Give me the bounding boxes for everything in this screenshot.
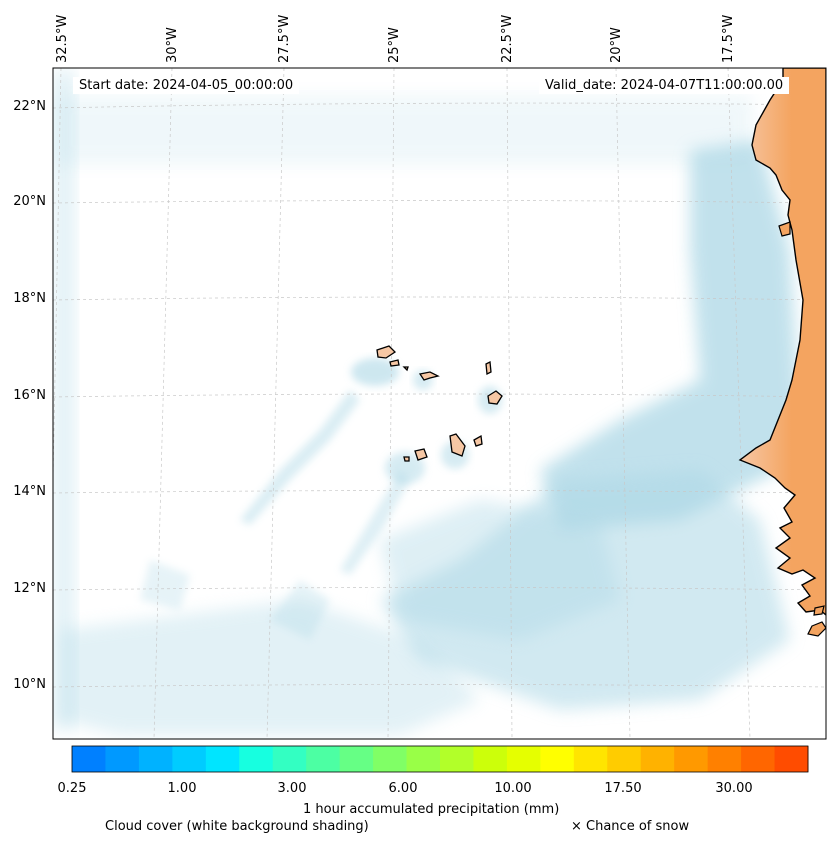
colorbar-block	[707, 746, 742, 772]
colorbar-tick-label: 6.00	[388, 781, 418, 796]
coast-islet	[807, 621, 826, 637]
longitude-label: 25°W	[387, 27, 402, 63]
coast-islet	[778, 221, 791, 237]
snow-legend: × Chance of snow	[571, 819, 690, 834]
longitude-label: 30°W	[165, 27, 180, 63]
cape-verde-islands	[376, 345, 503, 462]
colorbar-block	[339, 746, 374, 772]
longitude-label: 22.5°W	[500, 14, 515, 63]
map-frame	[52, 67, 827, 740]
colorbar-block	[306, 746, 341, 772]
african-coastline	[738, 68, 826, 616]
colorbar-tick-label: 3.00	[277, 781, 307, 796]
colorbar-block	[205, 746, 240, 772]
colorbar-block	[506, 746, 541, 772]
island-boa-vista	[487, 390, 503, 405]
colorbar-block	[607, 746, 642, 772]
valid-date-label: Valid_date: 2024-04-07T11:00:00.00	[539, 77, 790, 94]
latitude-label: 18°N	[13, 291, 46, 306]
cloud-cover-legend: Cloud cover (white background shading)	[105, 819, 369, 834]
colorbar-block	[272, 746, 307, 772]
graticule	[53, 68, 826, 739]
coast-islet	[813, 605, 825, 616]
colorbar-block	[774, 746, 809, 772]
island-santiago	[449, 433, 466, 457]
longitude-label: 27.5°W	[277, 14, 292, 63]
colorbar-block	[138, 746, 173, 772]
colorbar-block	[540, 746, 575, 772]
longitude-label: 32.5°W	[55, 14, 70, 63]
colorbar-frame	[71, 745, 809, 773]
cloud-cover-shading	[53, 70, 800, 735]
map-area	[53, 68, 826, 739]
colorbar-tick-label: 10.00	[494, 781, 532, 796]
longitude-label: 20°W	[609, 27, 624, 63]
colorbar-tick-label: 17.50	[604, 781, 642, 796]
latitude-label: 14°N	[13, 484, 46, 499]
latitude-label: 20°N	[13, 194, 46, 209]
colorbar-block	[440, 746, 474, 772]
island-maio	[473, 434, 483, 447]
colorbar-tick-label: 0.25	[57, 781, 87, 796]
latitude-label: 16°N	[13, 388, 46, 403]
colorbar-block	[72, 746, 106, 772]
colorbar-block	[674, 746, 709, 772]
island-santa-luzia	[402, 366, 409, 372]
colorbar-block	[172, 746, 207, 772]
island-sao-vicente	[389, 359, 400, 367]
colorbar	[72, 746, 809, 772]
island-brava	[403, 456, 410, 462]
island-sao-nicolau	[418, 371, 440, 381]
colorbar-block	[406, 746, 441, 772]
island-fogo	[414, 448, 428, 461]
colorbar-block	[741, 746, 776, 772]
colorbar-label: 1 hour accumulated precipitation (mm)	[303, 802, 560, 817]
colorbar-block	[105, 746, 140, 772]
longitude-label: 17.5°W	[721, 14, 736, 63]
island-sal	[485, 360, 492, 376]
colorbar-block	[373, 746, 408, 772]
latitude-label: 10°N	[13, 677, 46, 692]
start-date-label: Start date: 2024-04-05_00:00:00	[73, 77, 300, 94]
colorbar-tick-label: 30.00	[715, 781, 753, 796]
colorbar-block	[473, 746, 508, 772]
latitude-label: 12°N	[13, 581, 46, 596]
colorbar-block	[573, 746, 608, 772]
latitude-label: 22°N	[13, 99, 46, 114]
island-santo-antao	[376, 345, 397, 359]
colorbar-tick-label: 1.00	[167, 781, 197, 796]
colorbar-block	[640, 746, 675, 772]
colorbar-block	[239, 746, 274, 772]
